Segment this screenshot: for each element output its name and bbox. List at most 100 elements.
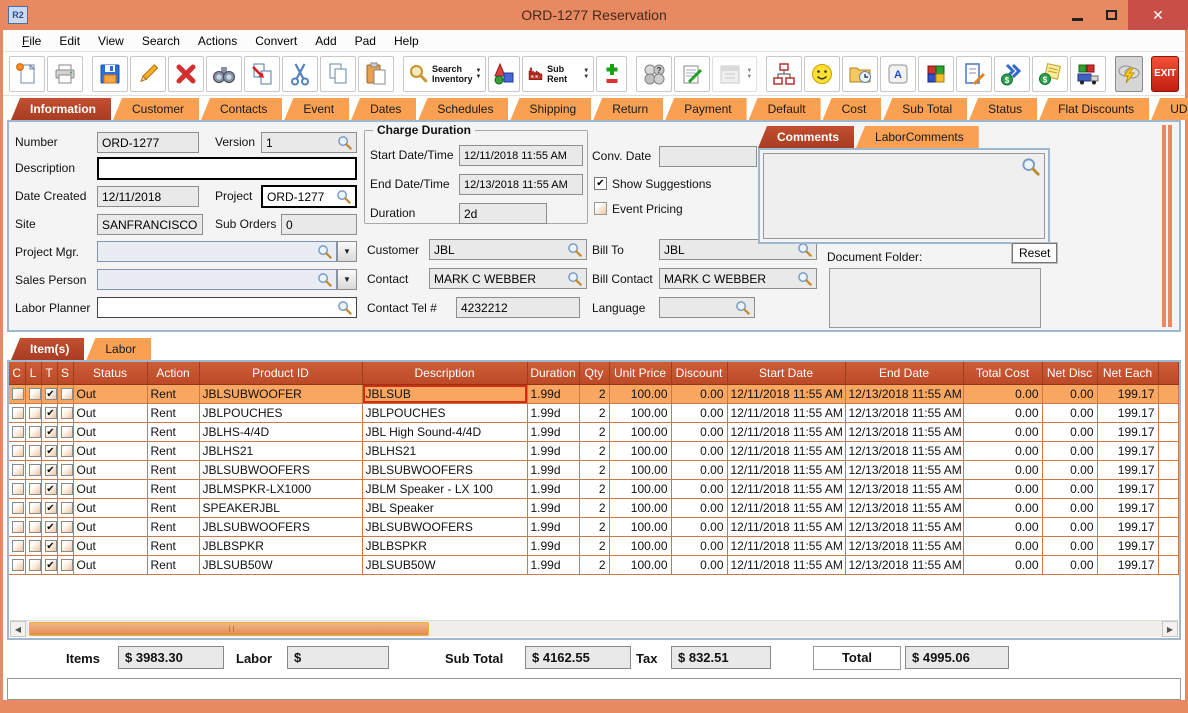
row-checkbox-t[interactable]: ✔: [41, 536, 58, 556]
menu-file[interactable]: File: [22, 33, 42, 48]
cell-net-each[interactable]: 199.17: [1097, 460, 1159, 480]
cell-status[interactable]: Out: [73, 479, 148, 499]
cell-description[interactable]: JBLSUB: [362, 384, 528, 404]
project-mgr-field[interactable]: [97, 241, 337, 262]
cell-net-each[interactable]: 199.17: [1097, 479, 1159, 499]
cell-net-disc[interactable]: 0.00: [1042, 403, 1098, 423]
transfer-truck-button[interactable]: [1070, 55, 1107, 92]
column-header-action[interactable]: Action: [147, 362, 200, 385]
table-row[interactable]: ✔ Out Rent JBLSUBWOOFER JBLSUB 1.99d 2 100.00 0.…: [9, 384, 1179, 404]
search-icon[interactable]: [1021, 157, 1040, 176]
column-header-status[interactable]: Status: [73, 362, 148, 385]
cell-total-cost[interactable]: 0.00: [963, 460, 1043, 480]
search-icon[interactable]: [567, 271, 582, 286]
sub-orders-field[interactable]: 0: [281, 214, 357, 235]
save-button[interactable]: [92, 55, 128, 92]
new-button[interactable]: [9, 55, 45, 92]
cell-description[interactable]: JBLHS21: [362, 441, 528, 461]
row-checkbox-s[interactable]: [57, 517, 74, 537]
end-datetime-field[interactable]: 12/13/2018 11:55 AM: [459, 174, 583, 195]
row-checkbox-t[interactable]: ✔: [41, 403, 58, 423]
row-checkbox-c[interactable]: [9, 460, 26, 480]
checked-checkbox-icon[interactable]: ✔: [44, 502, 56, 515]
quick-action-button[interactable]: [1115, 55, 1144, 92]
org-chart-button[interactable]: [766, 55, 803, 92]
cell-start-date[interactable]: 12/11/2018 11:55 AM: [727, 536, 846, 556]
row-checkbox-c[interactable]: [9, 498, 26, 518]
checkbox-icon[interactable]: [12, 483, 24, 496]
row-checkbox-l[interactable]: [25, 555, 42, 575]
site-field[interactable]: SANFRANCISCO: [97, 214, 203, 235]
copy-move-button[interactable]: [244, 55, 280, 92]
row-checkbox-t[interactable]: ✔: [41, 479, 58, 499]
checkbox-icon[interactable]: [12, 445, 24, 458]
history-folder-button[interactable]: [842, 55, 879, 92]
row-checkbox-s[interactable]: [57, 384, 74, 404]
cell-description[interactable]: JBLM Speaker - LX 100: [362, 479, 528, 499]
checked-checkbox-icon[interactable]: ✔: [44, 407, 56, 420]
tab-return[interactable]: Return: [593, 98, 664, 120]
search-icon[interactable]: [567, 242, 582, 257]
row-checkbox-c[interactable]: [9, 403, 26, 423]
cell-net-disc[interactable]: 0.00: [1042, 536, 1098, 556]
row-checkbox-t[interactable]: ✔: [41, 441, 58, 461]
dropdown-arrows-icon[interactable]: ▼ ▼: [583, 67, 590, 80]
cell-discount[interactable]: 0.00: [671, 517, 728, 537]
cell-unit-price[interactable]: 100.00: [609, 498, 672, 518]
cell-net-disc[interactable]: 0.00: [1042, 422, 1098, 442]
exit-button[interactable]: EXIT: [1151, 55, 1179, 92]
checkbox-icon[interactable]: [60, 426, 72, 439]
cell-unit-price[interactable]: 100.00: [609, 479, 672, 499]
row-checkbox-c[interactable]: [9, 517, 26, 537]
conv-date-field[interactable]: [659, 146, 757, 167]
dropdown-arrows-icon[interactable]: ▼ ▼: [475, 67, 482, 80]
contact-tel-field[interactable]: 4232212: [456, 297, 580, 318]
cell-qty[interactable]: 2: [579, 384, 610, 404]
cell-start-date[interactable]: 12/11/2018 11:55 AM: [727, 403, 846, 423]
cell-net-disc[interactable]: 0.00: [1042, 517, 1098, 537]
tab-flat-discounts[interactable]: Flat Discounts: [1039, 98, 1150, 120]
column-header-c[interactable]: C: [9, 362, 26, 385]
table-row[interactable]: ✔ Out Rent JBLPOUCHES JBLPOUCHES 1.99d 2 100.00…: [9, 403, 1179, 423]
checkbox-icon[interactable]: [12, 559, 24, 572]
print-button[interactable]: [47, 55, 83, 92]
tab-event[interactable]: Event: [284, 98, 350, 120]
cell-duration[interactable]: 1.99d: [527, 422, 580, 442]
menu-view[interactable]: View: [98, 33, 124, 48]
cell-total-cost[interactable]: 0.00: [963, 441, 1043, 461]
cell-qty[interactable]: 2: [579, 517, 610, 537]
checkbox-icon[interactable]: [60, 407, 72, 420]
bill-to-field[interactable]: JBL: [659, 239, 817, 260]
cell-net-disc[interactable]: 0.00: [1042, 384, 1098, 404]
tab-information[interactable]: Information: [11, 98, 111, 120]
cell-discount[interactable]: 0.00: [671, 460, 728, 480]
row-checkbox-t[interactable]: ✔: [41, 517, 58, 537]
cell-net-each[interactable]: 199.17: [1097, 536, 1159, 556]
cell-duration[interactable]: 1.99d: [527, 498, 580, 518]
close-button[interactable]: ✕: [1128, 0, 1188, 30]
cell-action[interactable]: Rent: [147, 479, 200, 499]
cell-total-cost[interactable]: 0.00: [963, 517, 1043, 537]
sub-rent-button[interactable]: Sub Rent ▼ ▼: [521, 55, 595, 92]
cell-net-disc[interactable]: 0.00: [1042, 460, 1098, 480]
tab-sub-total[interactable]: Sub Total: [883, 98, 968, 120]
horizontal-scrollbar[interactable]: ◀ ▶: [10, 620, 1178, 637]
table-row[interactable]: ✔ Out Rent JBLSUB50W JBLSUB50W 1.99d 2 100.00 0.…: [9, 555, 1179, 575]
project-field[interactable]: ORD-1277: [261, 185, 357, 208]
checked-checkbox-icon[interactable]: ✔: [44, 540, 56, 553]
checkbox-icon[interactable]: [12, 521, 24, 534]
column-header-unit-price[interactable]: Unit Price: [609, 362, 672, 385]
tab-laborcomments[interactable]: LaborComments: [856, 126, 979, 148]
checkbox-icon[interactable]: [28, 559, 40, 572]
maximize-button[interactable]: [1094, 0, 1128, 30]
cell-product-id[interactable]: JBLHS-4/4D: [199, 422, 363, 442]
row-checkbox-c[interactable]: [9, 536, 26, 556]
availability-button[interactable]: ?: [636, 55, 673, 92]
cell-status[interactable]: Out: [73, 422, 148, 442]
dollar-forward-button[interactable]: $: [994, 55, 1031, 92]
cell-action[interactable]: Rent: [147, 517, 200, 537]
minimize-button[interactable]: [1060, 0, 1094, 30]
table-row[interactable]: ✔ Out Rent JBLHS-4/4D JBL High Sound-4/4D 1.9…: [9, 422, 1179, 442]
cell-product-id[interactable]: JBLBSPKR: [199, 536, 363, 556]
row-checkbox-l[interactable]: [25, 422, 42, 442]
